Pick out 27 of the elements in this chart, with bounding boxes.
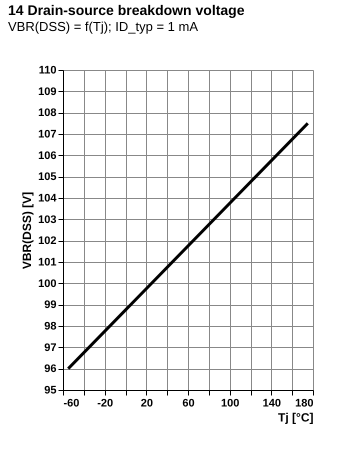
x-tick-label: 20 <box>140 398 153 410</box>
y-tick-label: 101 <box>38 256 56 268</box>
x-tick-label: 100 <box>220 398 240 410</box>
chart-title: 14 Drain-source breakdown voltage <box>8 2 245 18</box>
y-tick-label: 98 <box>44 320 56 332</box>
x-tick-label: 180 <box>295 398 314 410</box>
y-tick-label: 106 <box>38 150 56 162</box>
y-tick-label: 109 <box>38 86 56 98</box>
y-tick-label: 95 <box>44 384 56 396</box>
y-tick-label: 100 <box>38 278 56 290</box>
y-tick-label: 105 <box>38 171 56 184</box>
y-tick-label: 108 <box>38 107 56 120</box>
x-axis-title: Tj [°C] <box>278 410 314 424</box>
y-tick-label: 96 <box>44 363 56 376</box>
x-tick-label: 140 <box>262 398 282 410</box>
y-tick-label: 102 <box>38 235 56 248</box>
chart-subtitle: VBR(DSS) = f(Tj); ID_typ = 1 mA <box>8 19 198 34</box>
y-tick-label: 103 <box>38 214 56 226</box>
x-tick-label: -60 <box>64 398 80 410</box>
y-tick-label: 97 <box>44 342 56 354</box>
x-tick-label: -20 <box>97 398 114 410</box>
y-axis-title: VBR(DSS) [V] <box>20 192 34 270</box>
y-tick-label: 110 <box>38 64 56 76</box>
y-tick-label: 99 <box>44 299 56 312</box>
y-tick-label: 104 <box>38 192 58 204</box>
x-tick-label: 60 <box>182 398 195 410</box>
y-tick-label: 107 <box>38 128 56 140</box>
